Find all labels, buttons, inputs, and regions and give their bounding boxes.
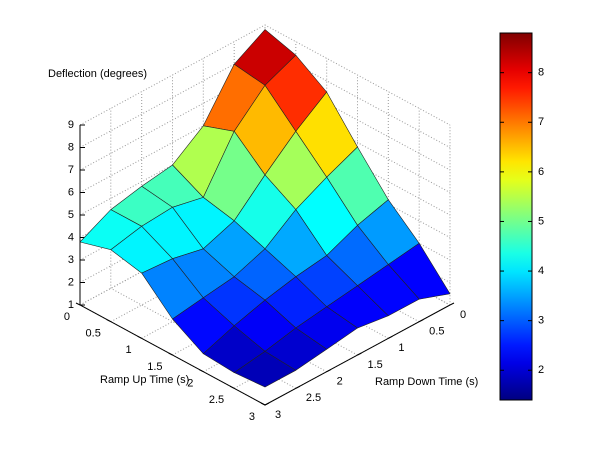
x-axis-label: Ramp Up Time (s) — [100, 374, 189, 386]
z-tick-label: 4 — [68, 231, 74, 243]
x-tick-label: 2 — [187, 378, 193, 390]
x-tick-label: 1.5 — [147, 361, 162, 373]
x-tick-label: 3 — [249, 411, 255, 423]
y-tick — [326, 369, 331, 373]
y-tick — [418, 319, 424, 323]
y-tick-label: 0.5 — [429, 326, 444, 338]
z-tick-label: 8 — [68, 141, 74, 153]
x-tick — [106, 319, 112, 323]
z-tick-label: 6 — [68, 186, 74, 198]
colorbar-tick-label: 5 — [538, 215, 544, 227]
colorbar-tick-label: 2 — [538, 364, 544, 376]
x-tick — [137, 335, 142, 339]
z-tick-label: 7 — [68, 164, 74, 176]
x-tick-label: 2.5 — [209, 394, 224, 406]
colorbar — [499, 32, 533, 401]
colorbar-tick-label: 6 — [538, 166, 544, 178]
surface-patch — [233, 351, 297, 388]
y-tick — [295, 385, 301, 389]
x-tick-label: 1 — [126, 344, 132, 356]
y-tick — [388, 335, 393, 339]
x-tick — [75, 302, 81, 306]
colorbar-tick-label: 3 — [538, 315, 544, 327]
y-tick — [264, 402, 270, 406]
y-tick — [357, 352, 362, 356]
x-tick — [260, 402, 266, 406]
z-tick-label: 3 — [68, 254, 74, 266]
x-tick — [168, 352, 173, 356]
colorbar-tick-label: 4 — [538, 265, 544, 277]
y-tick-label: 3 — [275, 409, 281, 421]
grid-line — [110, 108, 297, 389]
colorbar-tick-label: 7 — [538, 116, 544, 128]
colorbar-tick-label: 8 — [538, 67, 544, 79]
z-tick-label: 1 — [68, 299, 74, 311]
x-tick-label: 0.5 — [86, 328, 101, 340]
z-tick-label: 2 — [68, 276, 74, 288]
y-tick — [449, 302, 455, 306]
y-tick-label: 1.5 — [368, 359, 383, 371]
z-axis-label: Deflection (degrees) — [48, 68, 147, 80]
x-tick — [199, 369, 204, 373]
y-tick-label: 0 — [460, 309, 466, 321]
z-tick-label: 9 — [68, 119, 74, 131]
x-tick — [229, 385, 235, 389]
y-tick-label: 2 — [337, 376, 343, 388]
z-tick-label: 5 — [68, 209, 74, 221]
x-tick-label: 0 — [64, 311, 70, 323]
y-tick-label: 1 — [398, 342, 404, 354]
y-axis-label: Ramp Down Time (s) — [375, 376, 478, 388]
y-tick-label: 2.5 — [306, 392, 321, 404]
